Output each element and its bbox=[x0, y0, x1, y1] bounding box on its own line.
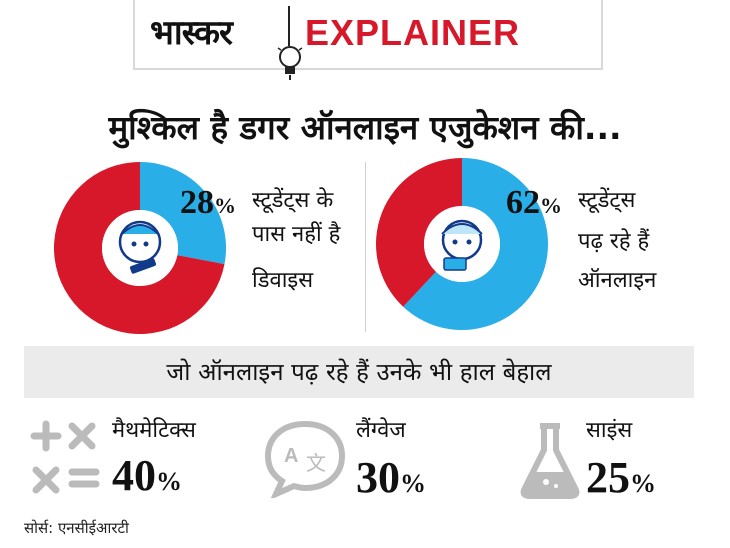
donut-center bbox=[424, 206, 500, 282]
student-boy-icon bbox=[118, 220, 162, 274]
metric-math-label: मैथमेटिक्स bbox=[112, 418, 196, 443]
vertical-divider bbox=[365, 162, 366, 332]
speech-bubble-translate-icon: A 文 bbox=[264, 420, 346, 498]
stat-online-value: 62 bbox=[506, 184, 540, 221]
stat-online-unit: % bbox=[540, 193, 562, 218]
stat-online: 62% bbox=[506, 184, 562, 222]
lightbulb-icon bbox=[277, 46, 303, 80]
donut-slice-highlight bbox=[140, 162, 226, 265]
header-divider bbox=[288, 6, 290, 46]
subheading-text: जो ऑनलाइन पढ़ रहे हैं उनके भी हाल बेहाल bbox=[166, 358, 552, 386]
subheading-banner bbox=[24, 346, 694, 398]
source-note: सोर्स: एनसीईआरटी bbox=[24, 519, 129, 537]
metric-language-label: लैंग्वेज bbox=[356, 418, 406, 443]
svg-text:A: A bbox=[284, 445, 298, 467]
metric-language-value-wrap: 30% bbox=[356, 452, 426, 503]
stat-devices-line-2: पास नहीं है bbox=[252, 222, 341, 247]
metric-math-value: 40 bbox=[112, 451, 156, 500]
metric-science-value: 25 bbox=[586, 453, 630, 502]
explainer-label: EXPLAINER bbox=[305, 12, 521, 53]
donut-slice-rest bbox=[54, 162, 225, 334]
donut-slice-rest bbox=[376, 158, 462, 307]
metric-science-value-wrap: 25% bbox=[586, 452, 656, 503]
stat-devices-line-3: डिवाइस bbox=[252, 268, 314, 293]
stat-online-line-3: ऑनलाइन bbox=[578, 268, 657, 293]
student-girl-icon bbox=[441, 219, 483, 271]
donut-chart-online bbox=[376, 158, 548, 330]
metric-language-value: 30 bbox=[356, 453, 400, 502]
brand-logo: भास्कर bbox=[150, 13, 233, 53]
metric-science-label: साइंस bbox=[586, 418, 633, 443]
stat-devices: 28% bbox=[180, 184, 236, 222]
donut-center bbox=[102, 210, 178, 286]
stat-online-line-2: पढ़ रहे हैं bbox=[578, 229, 650, 254]
metric-math-value-wrap: 40% bbox=[112, 450, 182, 501]
math-symbols-icon bbox=[30, 420, 100, 494]
headline: मुश्किल है डगर ऑनलाइन एजुकेशन की... bbox=[108, 108, 622, 147]
metric-math-unit: % bbox=[156, 467, 182, 496]
stat-devices-unit: % bbox=[214, 193, 236, 218]
donut-slice-highlight bbox=[403, 158, 548, 330]
stat-devices-line-1: स्टूडेंट्स के bbox=[252, 188, 334, 213]
stat-devices-value: 28 bbox=[180, 184, 214, 221]
metric-science-unit: % bbox=[630, 469, 656, 498]
donut-chart-devices bbox=[54, 162, 226, 334]
stat-online-line-1: स्टूडेंट्स bbox=[578, 188, 636, 213]
metric-language-unit: % bbox=[400, 469, 426, 498]
flask-icon bbox=[520, 423, 580, 499]
header-box bbox=[133, 0, 603, 70]
svg-text:文: 文 bbox=[306, 451, 326, 475]
